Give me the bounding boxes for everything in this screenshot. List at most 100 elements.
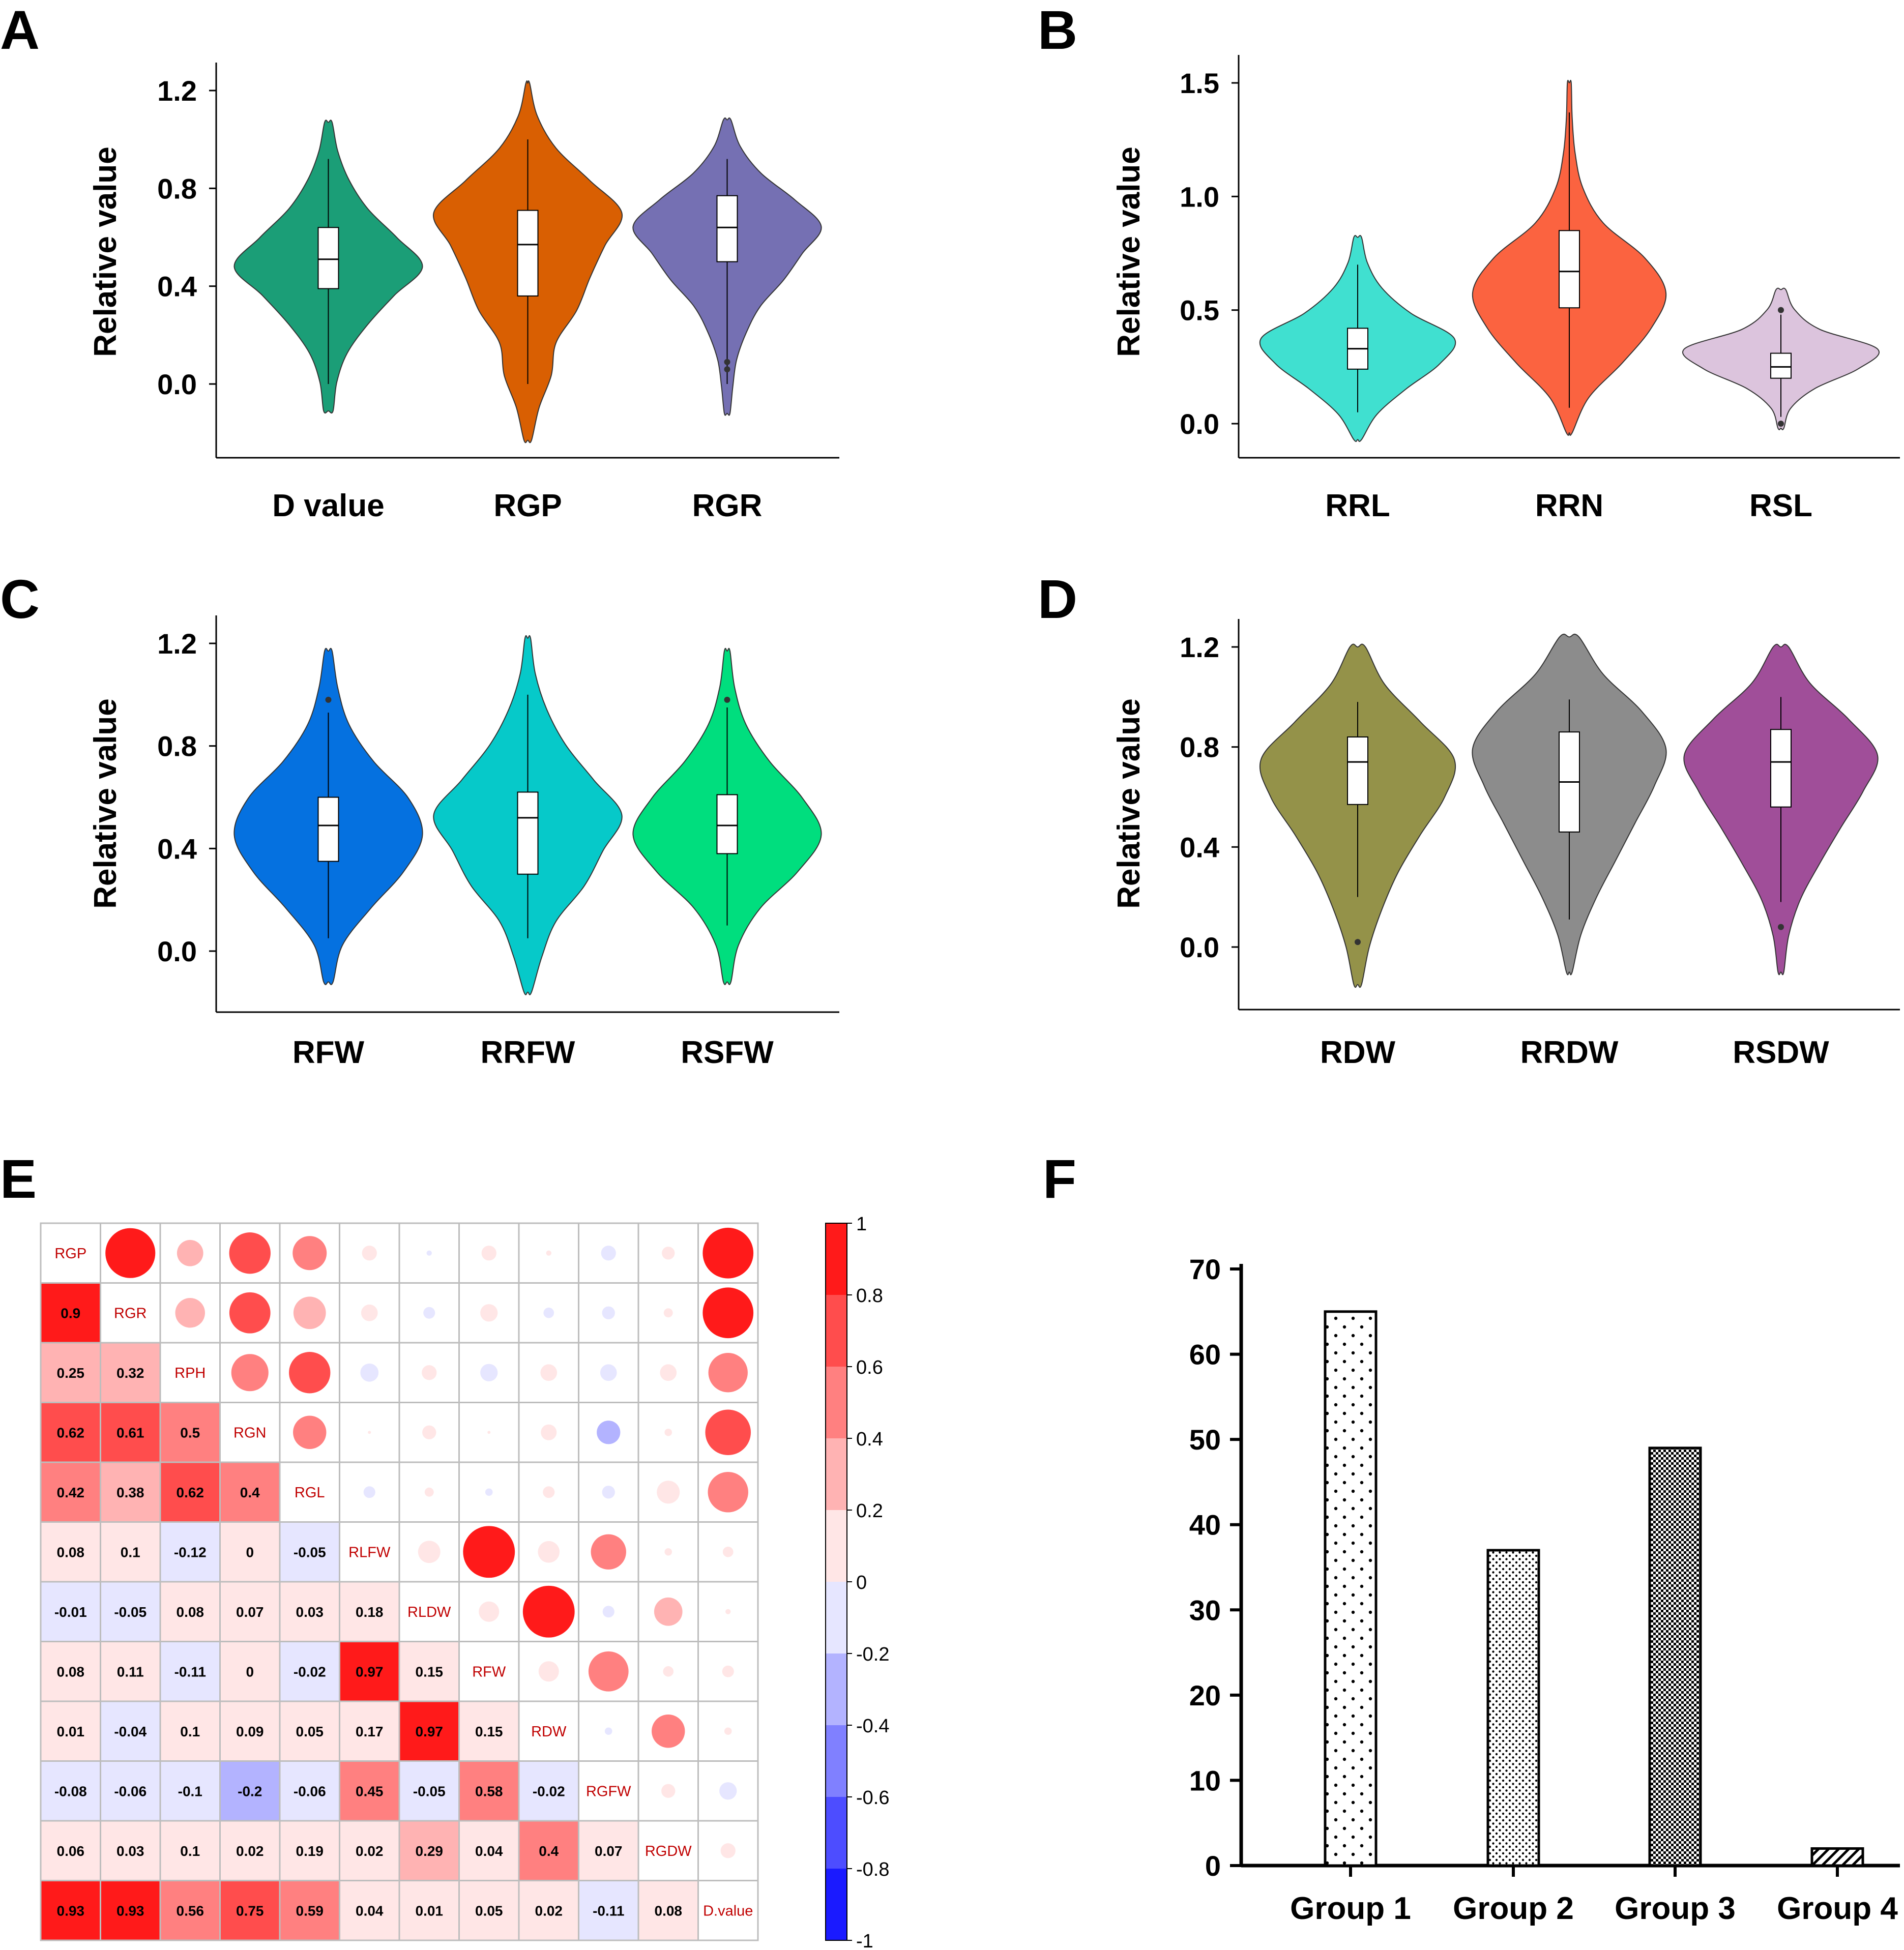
correlation-cell	[159, 1402, 221, 1463]
correlation-circle	[418, 1541, 441, 1563]
correlation-value: -0.04	[114, 1724, 147, 1739]
correlation-value: 0.08	[57, 1544, 85, 1560]
correlation-value: 0.1	[180, 1724, 200, 1739]
correlation-value: -0.06	[114, 1783, 147, 1799]
violin-plot: 0.0 0.5 1.0 1.5 RRL RRN RSL	[1180, 55, 1900, 523]
bar-chart: 0 10 20 30 40 50 60 70 Group 1 Group 2 Group 3 Grou…	[1189, 1253, 1900, 1926]
variable-label: RGN	[233, 1425, 266, 1441]
correlation-value: 0.62	[177, 1485, 204, 1500]
correlation-value: -0.08	[54, 1783, 87, 1799]
correlation-value: 0.06	[57, 1843, 85, 1859]
y-tick-label: 60	[1189, 1339, 1221, 1371]
correlation-cell	[40, 1760, 101, 1822]
correlation-circle	[719, 1782, 737, 1800]
outlier-point	[724, 366, 730, 373]
correlation-circle	[601, 1246, 616, 1261]
correlation-circle	[538, 1541, 560, 1563]
correlation-cell	[637, 1880, 699, 1941]
correlation-circle	[292, 1236, 327, 1271]
correlation-cell	[398, 1820, 460, 1881]
correlation-value: 0.02	[535, 1903, 563, 1918]
correlation-value: 0	[246, 1664, 254, 1679]
variable-label: RDW	[531, 1724, 567, 1740]
iqr-box	[317, 796, 339, 862]
iqr-box	[1770, 729, 1792, 808]
panel-label: F	[1043, 1148, 1076, 1209]
correlation-circle	[479, 1601, 500, 1622]
correlation-cell	[219, 1581, 281, 1642]
correlation-value: -0.02	[533, 1783, 565, 1799]
correlation-circle	[229, 1232, 271, 1274]
outlier-point	[325, 696, 332, 703]
violin-plot: 0.0 0.4 0.8 1.2 RFW RRFW RSFW	[157, 615, 839, 1070]
correlation-circle	[588, 1651, 629, 1692]
y-tick-label: 0.4	[1180, 831, 1219, 863]
correlation-value: 0.59	[296, 1903, 324, 1918]
correlation-value: 0.08	[655, 1903, 683, 1918]
correlation-circle	[481, 1246, 496, 1261]
correlation-cell	[578, 1222, 639, 1284]
correlation-cell	[40, 1880, 101, 1941]
variable-label: RGFW	[586, 1783, 631, 1799]
correlation-cell	[100, 1880, 161, 1941]
panel-label: B	[1038, 0, 1077, 61]
correlation-cell	[159, 1641, 221, 1702]
correlation-value: 0.04	[356, 1903, 384, 1918]
correlation-cell	[40, 1402, 101, 1463]
correlation-value: -0.2	[238, 1783, 262, 1799]
correlation-circle	[543, 1307, 554, 1318]
violin-plot: 0.0 0.4 0.8 1.2 RDW RRDW RSDW	[1180, 619, 1900, 1070]
correlation-cell	[40, 1521, 101, 1583]
correlation-circle	[724, 1727, 732, 1735]
iqr-box	[716, 794, 738, 854]
iqr-box	[517, 791, 539, 875]
correlation-value: 0.07	[236, 1604, 264, 1620]
correlation-circle	[702, 1287, 754, 1339]
correlation-value: 0.03	[116, 1843, 144, 1859]
variable-label: RGL	[295, 1485, 325, 1501]
colorbar-tick-label: -1	[856, 1931, 873, 1950]
diagonal-cell	[339, 1521, 400, 1583]
colorbar-tick-label: -0.2	[856, 1644, 889, 1665]
correlation-cell	[40, 1282, 101, 1344]
colorbar-band	[826, 1510, 847, 1582]
correlation-value: 0.32	[116, 1365, 144, 1381]
correlation-value: 0.61	[116, 1425, 144, 1440]
x-category-label: RSDW	[1733, 1035, 1829, 1070]
y-tick-label: 70	[1189, 1253, 1221, 1285]
correlation-value: 0.1	[121, 1544, 140, 1560]
panel-label: E	[0, 1148, 37, 1209]
x-category-label: RRDW	[1520, 1035, 1619, 1070]
correlation-circle	[660, 1364, 677, 1381]
correlation-circle	[543, 1486, 555, 1498]
correlation-value: 0.18	[356, 1604, 384, 1620]
correlation-value: -0.06	[294, 1783, 326, 1799]
iqr-box	[716, 195, 738, 262]
y-tick-label: 30	[1189, 1594, 1221, 1626]
correlation-circle	[661, 1784, 676, 1798]
x-category-label: D value	[272, 488, 385, 523]
outlier-point	[724, 359, 730, 365]
correlation-circle	[664, 1548, 672, 1556]
correlation-value: -0.05	[294, 1544, 326, 1560]
correlation-value: -0.12	[174, 1544, 207, 1560]
panel-d: D Relative value 0.0 0.4 0.8 1.2 RDW RRDW RSDW	[1038, 568, 1900, 1070]
outlier-point	[1778, 924, 1784, 930]
correlation-circle	[105, 1228, 156, 1278]
panel-f: F 0 10 20 30 40 50 60 70 Group 1 Group 2 Group 3 Gr…	[1043, 1148, 1900, 1926]
diagonal-cell	[637, 1820, 699, 1881]
x-category-label: RDW	[1320, 1035, 1396, 1070]
correlation-cell	[159, 1581, 221, 1642]
iqr-box	[517, 210, 539, 297]
colorbar-band	[826, 1438, 847, 1511]
colorbar-band	[826, 1653, 847, 1726]
correlation-cell	[458, 1760, 520, 1822]
correlation-cell	[518, 1880, 579, 1941]
y-axis-label: Relative value	[88, 698, 123, 909]
correlation-cell	[159, 1521, 221, 1583]
x-category-label: Group 3	[1615, 1891, 1736, 1926]
correlation-circle	[663, 1308, 673, 1318]
correlation-value: 0.01	[57, 1724, 85, 1739]
x-category-label: Group 1	[1290, 1891, 1411, 1926]
